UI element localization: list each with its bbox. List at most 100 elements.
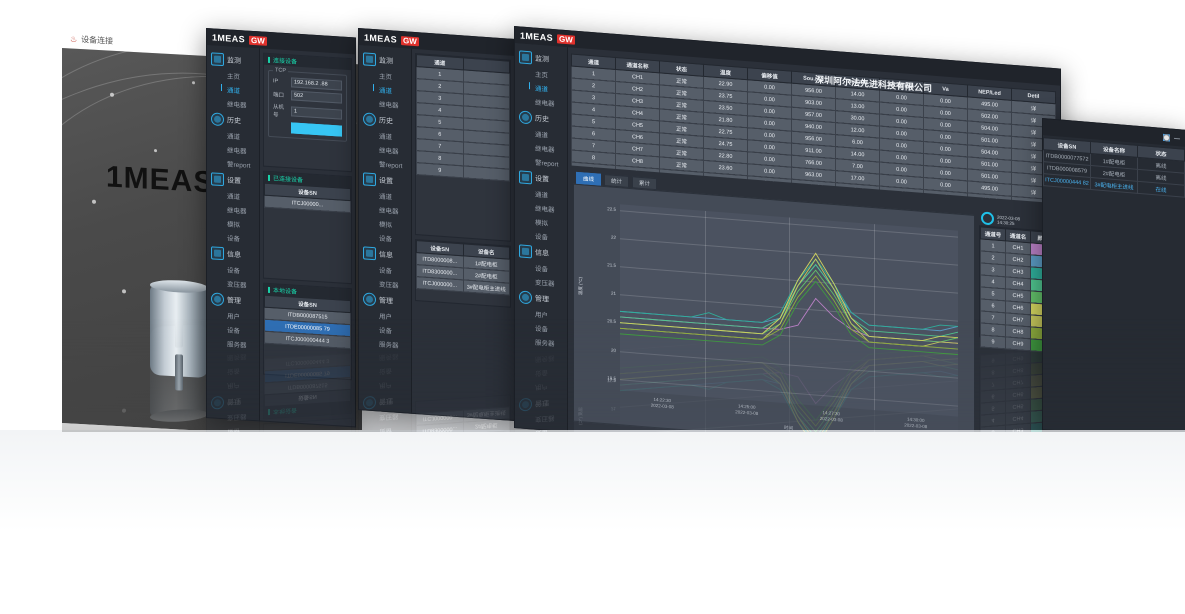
minimize-icon[interactable] [1174,137,1180,139]
x-tick-label: 14:30:00 2022-03-08 [896,416,936,431]
sidebar-group-label: 监测 [227,56,241,65]
y-tick-label: 21.5 [607,262,616,268]
sidebar-item-服务器[interactable]: 服务器 [227,341,247,350]
sidebar-group-label: 管理 [379,296,393,305]
series-CH2 [620,263,958,332]
brand-badge: GW [557,33,575,45]
sidebar-group-label: 信息 [227,250,241,259]
x-tick-label: 14:22:30 2022-03-08 [642,396,682,411]
cell-status[interactable]: 在线 [1137,181,1185,198]
cell-channel-no[interactable]: 9 [980,334,1006,349]
input-slave-id[interactable]: 1 [291,106,342,120]
y-tick-label: 17.5 [607,377,616,383]
panel-connect-device: 连接设备 TCP IP 192.168.2 .88 端口 502 从机号 1 [263,52,352,173]
splash-logo: 1MEAS [106,160,215,200]
sensor-rod [175,354,183,391]
sidebar-group-label: 历史 [227,116,241,125]
input-port[interactable]: 502 [291,90,342,104]
panel-local-devices: 本地设备 设备SN ITDB000087515 ITDE00000085 79 … [263,282,352,381]
tcp-legend: TCP [273,67,288,75]
sidebar-group-label: 管理 [227,296,241,305]
x-tick-date: 2022-03-08 [650,402,674,410]
user-admin-icon [519,290,532,305]
cell-sou[interactable]: 1016.00 [791,179,836,195]
sidebar-group-label: 信息 [535,249,549,258]
monitor-icon [211,52,224,67]
cell-channel-name[interactable]: CH9 [1005,336,1031,351]
brand-logo: 1MEAS [364,32,398,45]
cell-va[interactable]: 0.00 [923,189,968,204]
x-tick-label: 14:27:30 2022-03-08 [811,409,851,424]
brand-badge: GW [249,35,267,46]
sidebar-group-label: 历史 [379,116,393,125]
brand-badge: GW [401,35,419,46]
user-admin-icon [211,292,224,307]
cell-offset[interactable]: 0.00 [747,175,792,192]
sidebar-group-label: 设置 [379,176,393,185]
cell-ccd[interactable]: 0.00 [879,186,924,202]
y-tick-label: 20 [610,347,616,353]
cell-status[interactable]: 无信号 [659,168,704,185]
cell-channel[interactable]: 9 [416,162,463,178]
sidebar-group-label: 设置 [535,175,549,184]
sidebar-group-label: 监测 [535,55,549,64]
sidebar-item-服务器[interactable]: 服务器 [535,339,555,349]
tcp-fieldset: TCP IP 192.168.2 .88 端口 502 从机号 1 [268,67,347,142]
cell-temp[interactable]: NULL [703,172,748,188]
sidebar-item-服务器[interactable]: 服务器 [379,341,399,350]
sidebar-group-label: 管理 [535,295,549,304]
info-doc-icon [519,244,532,259]
input-ip[interactable]: 192.168.2 .88 [291,77,342,91]
cell-device-name[interactable]: 3#配电柜主进线 [463,279,510,296]
chart-plot-area [620,204,958,417]
y-tick-label: 22.5 [607,205,616,212]
local-device-table[interactable]: 设备SN ITDB000087515 ITDE00000085 79 ITCJ0… [264,295,351,349]
monitor-icon [519,50,532,65]
cell-blank[interactable] [463,165,510,182]
chart-ylabel: 温度 (°C) [578,276,583,296]
info-doc-icon [211,246,224,261]
floor-gradient [0,430,1185,614]
y-tick-label: 22 [610,234,616,240]
panel-connected-devices: 已连接设备 设备SN ITCJ00000... [263,170,352,285]
close-icon[interactable] [1163,133,1170,141]
connected-device-table[interactable]: 设备SN ITCJ00000... [264,183,351,213]
cell-device-sn[interactable]: ITCJ000000... [416,276,463,292]
sidebar-group-label: 信息 [379,250,393,259]
x-tick-label: 14:25:00 2022-03-08 [727,403,767,418]
info-doc-icon [363,246,376,261]
history-clock-icon [363,112,376,127]
label-ip: IP [273,78,279,85]
settings-screen-icon [519,170,532,185]
sidebar-group-label: 历史 [535,115,549,124]
y-tick-label: 21 [610,290,616,297]
gear-icon[interactable] [981,211,994,226]
chart-series-layer [620,252,958,356]
cell-device-name[interactable]: 3#配电柜主进线 [1090,177,1138,194]
cell-device-sn[interactable]: ITCJ00000444 82 [1043,173,1091,190]
y-tick-label: 20.5 [607,318,616,325]
brand-logo: 1MEAS [212,32,246,45]
connect-button[interactable] [291,122,342,137]
cell-dec[interactable]: 13.00 [835,182,880,199]
x-tick-date: 2022-03-08 [735,409,759,417]
brand-logo: 1MEAS [520,30,554,44]
monitor-icon [363,52,376,67]
history-clock-icon [211,112,224,127]
panel-title-connect: 连接设备 [273,58,298,66]
badge-time: 14:30:25 [997,219,1015,226]
